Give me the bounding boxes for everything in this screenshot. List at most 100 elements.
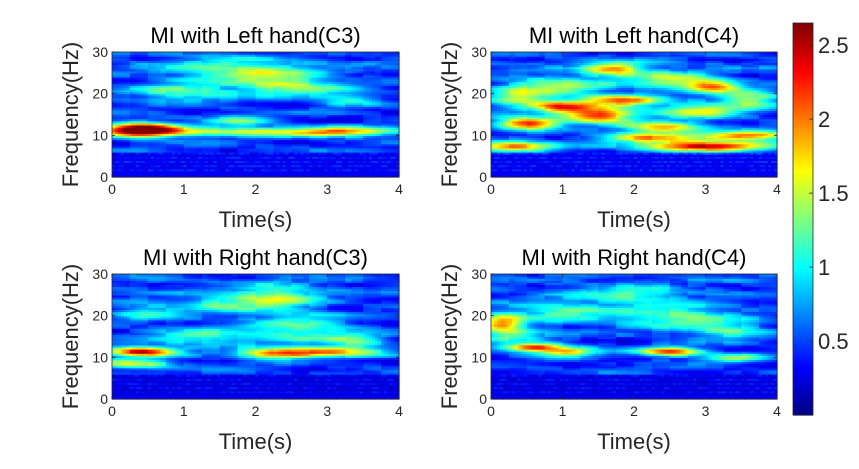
heatmap-cell: [213, 129, 218, 132]
heatmap-cell: [339, 102, 343, 105]
heatmap-cell: [342, 143, 346, 147]
heatmap-cell: [198, 127, 203, 130]
heatmap-cell: [363, 118, 367, 122]
heatmap-cell: [315, 172, 319, 176]
heatmap-cell: [285, 106, 289, 109]
heatmap-cell: [387, 120, 391, 124]
heatmap-cell: [174, 106, 179, 109]
heatmap-cell: [228, 120, 233, 124]
heatmap-cell: [333, 154, 337, 157]
heatmap-cell: [288, 172, 292, 176]
heatmap-cell: [231, 158, 236, 161]
heatmap-cell: [363, 156, 367, 159]
heatmap-cell: [360, 168, 364, 172]
heatmap-cell: [219, 160, 224, 164]
heatmap-cell: [396, 108, 400, 111]
heatmap-cell: [219, 129, 224, 132]
heatmap-cell: [333, 160, 337, 164]
heatmap-cell: [312, 108, 316, 111]
heatmap-cell: [162, 156, 167, 159]
heatmap-cell: [336, 172, 340, 176]
heatmap-cell: [228, 145, 233, 149]
heatmap-cell: [144, 110, 149, 114]
heatmap-cell: [360, 118, 364, 122]
heatmap-cell: [174, 149, 179, 153]
heatmap-cell: [147, 110, 152, 114]
heatmap-cell: [321, 141, 325, 145]
heatmap-cell: [285, 164, 289, 168]
heatmap-cell: [252, 154, 257, 157]
heatmap-cell: [216, 110, 221, 114]
heatmap-cell: [291, 118, 295, 122]
heatmap-cell: [123, 170, 128, 174]
heatmap-cell: [165, 162, 170, 166]
heatmap-cell: [306, 168, 310, 172]
heatmap-cell: [192, 127, 197, 130]
heatmap-cell: [201, 168, 206, 172]
heatmap-cell: [336, 114, 340, 118]
heatmap-cell: [168, 166, 173, 170]
heatmap-cell: [312, 168, 316, 172]
heatmap-cell: [228, 149, 233, 153]
heatmap-cell: [324, 112, 328, 116]
heatmap-cell: [216, 106, 221, 109]
heatmap-cell: [285, 116, 289, 120]
heatmap-cell: [279, 168, 284, 172]
heatmap-cell: [357, 133, 361, 136]
heatmap-cell: [183, 122, 188, 126]
heatmap-cell: [252, 124, 257, 128]
heatmap-cell: [207, 127, 212, 130]
heatmap-cell: [321, 139, 325, 143]
heatmap-cell: [186, 143, 191, 147]
heatmap-cell: [276, 160, 281, 164]
heatmap-cell: [150, 147, 155, 151]
heatmap-cell: [354, 158, 358, 161]
heatmap-cell: [222, 106, 227, 109]
heatmap-cell: [348, 110, 352, 114]
heatmap-cell: [315, 127, 319, 130]
heatmap-cell: [204, 108, 209, 111]
heatmap-cell: [112, 156, 116, 159]
heatmap-cell: [201, 124, 206, 128]
heatmap-cell: [112, 162, 116, 166]
heatmap-cell: [387, 168, 391, 172]
heatmap-cell: [216, 108, 221, 111]
heatmap-cell: [297, 154, 301, 157]
heatmap-cell: [330, 172, 334, 176]
heatmap-cell: [147, 118, 152, 122]
heatmap-cell: [123, 110, 128, 114]
heatmap-cell: [369, 110, 373, 114]
heatmap-cell: [114, 147, 119, 151]
heatmap-cell: [327, 160, 331, 164]
heatmap-cell: [318, 164, 322, 168]
heatmap-cell: [159, 120, 164, 124]
heatmap-cell: [165, 110, 170, 114]
heatmap-cell: [258, 120, 263, 124]
heatmap-cell: [339, 124, 343, 128]
heatmap-cell: [177, 166, 182, 170]
heatmap-cell: [360, 156, 364, 159]
heatmap-cell: [207, 174, 212, 178]
heatmap-cell: [192, 108, 197, 111]
heatmap-cell: [228, 116, 233, 120]
heatmap-cell: [177, 168, 182, 172]
heatmap-cell: [195, 112, 200, 116]
heatmap-cell: [198, 104, 203, 107]
heatmap-cell: [192, 104, 197, 107]
heatmap-cell: [216, 114, 221, 118]
heatmap-cell: [168, 145, 173, 149]
heatmap-cell: [351, 108, 355, 111]
heatmap-cell: [396, 122, 400, 126]
heatmap-cell: [192, 102, 197, 105]
heatmap-cell: [255, 137, 260, 141]
heatmap-cell: [129, 131, 134, 134]
heatmap-cell: [396, 154, 400, 157]
heatmap-cell: [348, 158, 352, 161]
heatmap-cell: [213, 108, 218, 111]
heatmap-cell: [381, 118, 385, 122]
heatmap-cell: [288, 143, 292, 147]
heatmap-cell: [252, 147, 257, 151]
heatmap-cell: [135, 172, 140, 176]
heatmap-cell: [309, 143, 313, 147]
heatmap-cell: [216, 127, 221, 130]
